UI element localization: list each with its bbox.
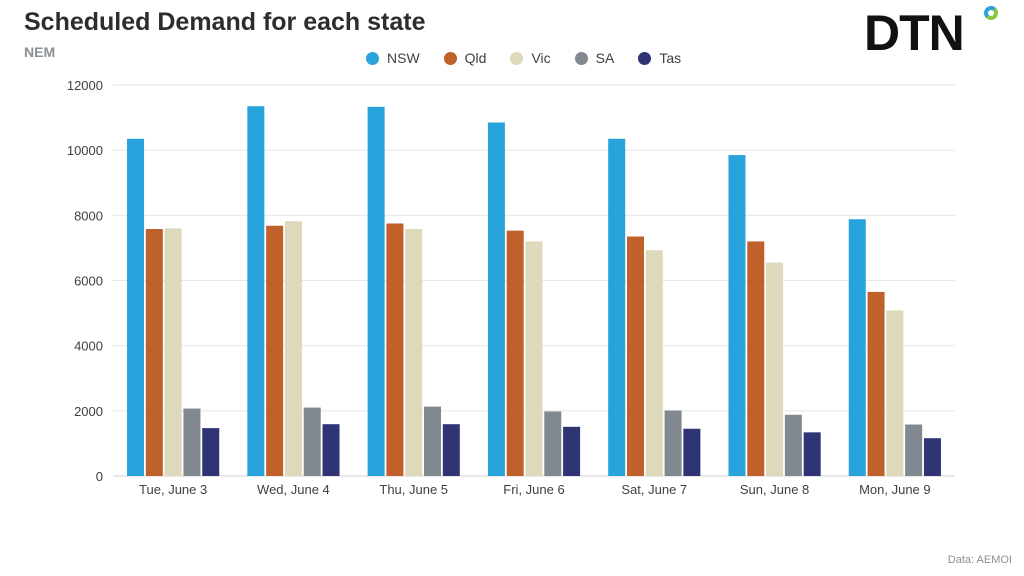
x-tick-label: Sat, June 7	[621, 482, 687, 497]
bar-tas-0	[202, 428, 220, 476]
bar-sa-4	[664, 410, 682, 476]
bar-nsw-0	[127, 138, 145, 476]
bar-tas-1	[322, 424, 340, 476]
bar-nsw-5	[728, 155, 746, 476]
bar-sa-3	[544, 411, 562, 476]
bar-vic-4	[645, 250, 663, 476]
y-tick-label: 2000	[74, 404, 103, 419]
logo-ring-icon	[984, 6, 998, 20]
bar-nsw-4	[608, 138, 626, 476]
legend-label: SA	[595, 50, 615, 66]
legend-label: Tas	[659, 50, 682, 66]
x-tick-label: Mon, June 9	[859, 482, 931, 497]
bar-sa-5	[784, 414, 802, 476]
legend-item-sa: SA	[574, 50, 615, 66]
y-tick-label: 4000	[74, 339, 103, 354]
bar-qld-0	[145, 229, 163, 476]
y-tick-label: 0	[96, 469, 103, 484]
y-tick-label: 12000	[67, 78, 103, 93]
legend-item-qld: Qld	[443, 50, 487, 66]
bar-qld-6	[867, 291, 885, 476]
y-tick-label: 8000	[74, 208, 103, 223]
legend-swatch-icon	[510, 51, 524, 65]
legend-label: Qld	[464, 50, 487, 66]
bar-qld-1	[266, 225, 284, 476]
legend-swatch-icon	[574, 51, 588, 65]
bar-qld-5	[747, 241, 765, 476]
bar-vic-0	[164, 228, 182, 476]
x-tick-label: Thu, June 5	[379, 482, 448, 497]
chart-title: Scheduled Demand for each state	[24, 8, 426, 36]
bar-nsw-2	[367, 106, 385, 476]
bar-vic-2	[405, 229, 423, 476]
bar-vic-6	[886, 310, 904, 476]
chart-legend: NSW Qld Vic SA Tas	[366, 50, 681, 66]
bar-tas-2	[442, 424, 460, 476]
legend-item-vic: Vic	[510, 50, 551, 66]
bar-nsw-6	[848, 219, 866, 476]
bar-nsw-1	[247, 106, 265, 476]
logo-text: DTN	[864, 5, 965, 61]
legend-swatch-icon	[366, 51, 379, 65]
bar-tas-6	[923, 438, 941, 476]
bar-qld-4	[626, 236, 644, 476]
bar-tas-3	[563, 426, 581, 476]
data-source: Data: AEMOI	[947, 554, 1012, 566]
bar-sa-2	[424, 406, 442, 476]
bar-qld-3	[506, 230, 524, 476]
bar-vic-1	[284, 221, 302, 476]
legend-item-tas: Tas	[638, 50, 681, 66]
y-tick-label: 6000	[74, 274, 103, 289]
bar-qld-2	[386, 223, 404, 476]
x-tick-label: Fri, June 6	[503, 482, 564, 497]
y-tick-label: 10000	[67, 143, 103, 158]
x-tick-label: Wed, June 4	[257, 482, 330, 497]
legend-swatch-icon	[638, 51, 652, 65]
chart-subtitle: NEM	[24, 44, 56, 60]
bar-sa-1	[303, 407, 321, 476]
x-tick-label: Sun, June 8	[740, 482, 809, 497]
legend-label: NSW	[387, 50, 420, 66]
bar-nsw-3	[487, 122, 505, 477]
bar-vic-3	[525, 241, 543, 476]
bar-sa-0	[183, 408, 201, 476]
bar-vic-5	[766, 262, 784, 476]
bar-tas-4	[683, 428, 701, 476]
legend-swatch-icon	[443, 51, 457, 65]
bar-tas-5	[803, 432, 821, 476]
x-tick-label: Tue, June 3	[139, 482, 207, 497]
legend-item-nsw: NSW	[366, 50, 420, 66]
bar-sa-6	[905, 424, 923, 476]
legend-label: Vic	[531, 50, 551, 66]
